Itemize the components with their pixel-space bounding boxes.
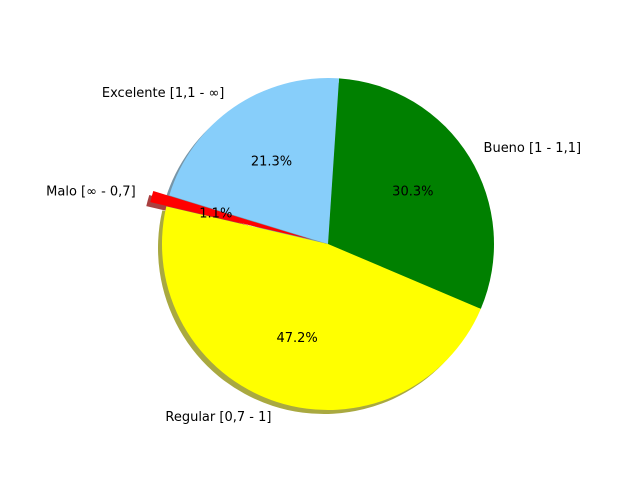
pie-wedges-group [150, 78, 494, 410]
slice-percent-bueno: 30.3% [392, 184, 433, 199]
slice-label-regular: Regular [0,7 - 1] [165, 410, 271, 425]
wedge-excelente [169, 78, 340, 244]
wedge-bueno [328, 78, 494, 309]
slice-percent-malo: 1.1% [199, 206, 232, 221]
slice-label-malo: Malo [∞ - 0,7] [46, 185, 135, 200]
pie-labels-group: Bueno [1 - 1,1] 30.3% Excelente [1,1 - ∞] 2… [46, 86, 581, 425]
wedge-regular [162, 206, 481, 410]
slice-label-bueno: Bueno [1 - 1,1] [484, 141, 582, 156]
wedge-malo [150, 190, 312, 240]
slice-label-excelente: Excelente [1,1 - ∞] [102, 86, 225, 101]
slice-percent-regular: 47.2% [276, 331, 317, 346]
slice-percent-excelente: 21.3% [251, 154, 292, 169]
